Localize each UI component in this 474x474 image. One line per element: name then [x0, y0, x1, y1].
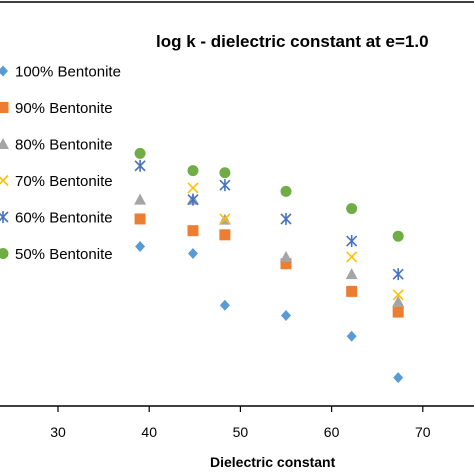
legend-marker-60-bentonite [0, 211, 9, 223]
point-80-bentonite-5 [392, 295, 405, 307]
point-90-bentonite-0 [134, 213, 146, 225]
x-tick-label-50: 50 [233, 424, 249, 440]
point-100-bentonite-5 [393, 372, 404, 384]
point-60-bentonite-3 [280, 212, 292, 225]
point-80-bentonite-4 [345, 268, 358, 280]
point-60-bentonite-1 [187, 193, 199, 206]
point-70-bentonite-1 [187, 182, 199, 194]
point-50-bentonite-2 [219, 167, 231, 179]
point-70-bentonite-2 [219, 213, 231, 225]
legend-item-50-bentonite: 50% Bentonite [0, 246, 113, 263]
point-60-bentonite-0 [134, 159, 146, 172]
x-tick-label-30: 30 [50, 424, 66, 440]
point-90-bentonite-2 [219, 229, 231, 241]
legend-item-70-bentonite: 70% Bentonite [0, 173, 113, 190]
x-tick-label-70: 70 [415, 424, 431, 440]
x-axis-ticks [57, 406, 424, 412]
point-50-bentonite-5 [392, 230, 404, 242]
legend-item-90-bentonite: 90% Bentonite [0, 100, 113, 117]
point-100-bentonite-1 [187, 247, 198, 259]
point-70-bentonite-4 [346, 251, 358, 263]
point-50-bentonite-1 [187, 165, 199, 177]
point-50-bentonite-3 [280, 185, 292, 197]
x-tick-label-40: 40 [141, 424, 157, 440]
chart-title: log k - dielectric constant at e=1.0 [156, 32, 429, 51]
legend-label-100-bentonite: 100% Bentonite [15, 64, 121, 81]
point-50-bentonite-4 [346, 203, 358, 215]
point-60-bentonite-4 [346, 235, 358, 248]
legend-label-70-bentonite: 70% Bentonite [15, 173, 113, 190]
legend-label-90-bentonite: 90% Bentonite [15, 100, 113, 117]
x-axis-tick-labels: 30 40 50 60 70 [50, 424, 431, 440]
point-90-bentonite-4 [346, 285, 358, 297]
legend-item-80-bentonite: 80% Bentonite [0, 137, 113, 154]
data-markers [134, 147, 405, 384]
legend-marker-50-bentonite [0, 248, 9, 259]
point-70-bentonite-5 [392, 289, 404, 301]
legend-marker-100-bentonite [0, 65, 8, 77]
point-60-bentonite-5 [392, 268, 404, 281]
point-50-bentonite-0 [134, 147, 146, 159]
point-100-bentonite-2 [219, 299, 230, 311]
legend-label-60-bentonite: 60% Bentonite [15, 210, 113, 227]
point-100-bentonite-0 [135, 241, 146, 253]
legend: 100% Bentonite 90% Bentonite 80% Bentonite… [0, 64, 121, 263]
x-tick-label-60: 60 [324, 424, 340, 440]
point-60-bentonite-2 [219, 179, 231, 192]
point-80-bentonite-3 [280, 250, 292, 262]
point-80-bentonite-0 [134, 193, 147, 205]
point-90-bentonite-3 [280, 258, 292, 270]
point-100-bentonite-3 [281, 310, 291, 322]
point-90-bentonite-5 [392, 306, 404, 318]
legend-marker-70-bentonite [0, 174, 9, 187]
point-90-bentonite-1 [187, 225, 199, 237]
legend-item-60-bentonite: 60% Bentonite [0, 210, 113, 227]
point-100-bentonite-4 [346, 330, 357, 342]
legend-marker-80-bentonite [0, 138, 9, 149]
legend-marker-90-bentonite [0, 102, 9, 113]
x-axis-label: Dielectric constant [210, 454, 336, 470]
legend-label-50-bentonite: 50% Bentonite [15, 246, 113, 263]
legend-label-80-bentonite: 80% Bentonite [15, 137, 113, 154]
legend-item-100-bentonite: 100% Bentonite [0, 64, 121, 81]
plot-frame [0, 1, 474, 407]
